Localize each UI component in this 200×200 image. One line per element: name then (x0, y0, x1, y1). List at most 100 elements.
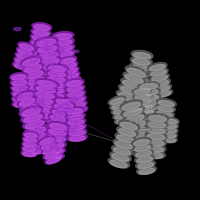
Ellipse shape (56, 51, 73, 57)
Ellipse shape (42, 143, 55, 149)
Ellipse shape (39, 62, 62, 72)
Ellipse shape (139, 99, 161, 107)
Ellipse shape (119, 129, 136, 136)
Ellipse shape (125, 66, 148, 78)
Ellipse shape (134, 103, 154, 111)
Ellipse shape (13, 85, 27, 91)
Ellipse shape (35, 43, 59, 53)
Ellipse shape (121, 87, 139, 95)
Ellipse shape (134, 89, 150, 94)
Ellipse shape (45, 152, 59, 159)
Ellipse shape (26, 119, 45, 130)
Ellipse shape (46, 64, 68, 72)
Ellipse shape (137, 166, 156, 174)
Ellipse shape (66, 95, 86, 103)
Ellipse shape (151, 78, 170, 87)
Ellipse shape (155, 91, 171, 97)
Ellipse shape (146, 152, 163, 158)
Ellipse shape (12, 94, 30, 102)
Ellipse shape (153, 80, 169, 87)
Ellipse shape (24, 125, 48, 135)
Ellipse shape (136, 129, 152, 131)
Ellipse shape (68, 119, 84, 125)
Ellipse shape (162, 131, 178, 138)
Ellipse shape (54, 55, 76, 63)
Ellipse shape (46, 75, 67, 82)
Ellipse shape (42, 81, 66, 91)
Ellipse shape (61, 58, 75, 64)
Ellipse shape (133, 92, 153, 100)
Ellipse shape (22, 141, 38, 147)
Ellipse shape (26, 116, 41, 124)
Ellipse shape (138, 115, 154, 121)
Ellipse shape (115, 112, 129, 119)
Ellipse shape (37, 81, 56, 87)
Ellipse shape (52, 110, 69, 118)
Ellipse shape (55, 39, 72, 45)
Ellipse shape (155, 117, 171, 123)
Ellipse shape (110, 101, 127, 110)
Ellipse shape (136, 99, 152, 105)
Ellipse shape (121, 78, 144, 90)
Ellipse shape (46, 146, 63, 153)
Ellipse shape (114, 96, 137, 108)
Ellipse shape (37, 39, 56, 46)
Ellipse shape (119, 84, 141, 96)
Ellipse shape (49, 66, 66, 72)
Ellipse shape (30, 94, 52, 104)
Ellipse shape (48, 121, 65, 129)
Ellipse shape (49, 129, 66, 136)
Ellipse shape (123, 123, 137, 125)
Ellipse shape (129, 108, 143, 112)
Ellipse shape (69, 130, 85, 136)
Ellipse shape (68, 125, 84, 130)
Ellipse shape (126, 125, 149, 136)
Ellipse shape (20, 56, 42, 66)
Ellipse shape (132, 65, 149, 71)
Ellipse shape (141, 95, 159, 101)
Ellipse shape (114, 115, 132, 124)
Ellipse shape (145, 138, 166, 146)
Ellipse shape (155, 109, 174, 117)
Ellipse shape (52, 32, 74, 40)
Ellipse shape (38, 46, 57, 53)
Ellipse shape (69, 115, 83, 117)
Ellipse shape (65, 84, 85, 92)
Ellipse shape (68, 105, 88, 113)
Ellipse shape (65, 107, 85, 114)
Ellipse shape (24, 65, 41, 72)
Ellipse shape (24, 115, 42, 123)
Ellipse shape (149, 68, 168, 76)
Ellipse shape (19, 44, 33, 50)
Ellipse shape (26, 131, 49, 142)
Ellipse shape (11, 89, 29, 97)
Ellipse shape (29, 143, 53, 154)
Ellipse shape (129, 127, 147, 135)
Ellipse shape (45, 155, 62, 164)
Ellipse shape (67, 114, 83, 120)
Ellipse shape (15, 59, 29, 65)
Ellipse shape (132, 59, 150, 65)
Ellipse shape (155, 122, 170, 128)
Ellipse shape (124, 119, 148, 129)
Ellipse shape (24, 110, 39, 118)
Ellipse shape (31, 115, 50, 121)
Ellipse shape (47, 119, 67, 129)
Ellipse shape (163, 138, 175, 142)
Ellipse shape (63, 76, 81, 84)
Ellipse shape (153, 120, 172, 128)
Ellipse shape (44, 77, 62, 85)
Ellipse shape (45, 124, 66, 135)
Ellipse shape (63, 68, 77, 74)
Ellipse shape (154, 115, 173, 123)
Ellipse shape (133, 53, 151, 59)
Ellipse shape (136, 160, 155, 169)
Ellipse shape (128, 131, 151, 142)
Ellipse shape (130, 134, 149, 142)
Ellipse shape (28, 121, 43, 129)
Ellipse shape (137, 110, 153, 116)
Ellipse shape (150, 73, 169, 82)
Ellipse shape (148, 128, 165, 134)
Ellipse shape (137, 129, 151, 131)
Ellipse shape (21, 150, 37, 157)
